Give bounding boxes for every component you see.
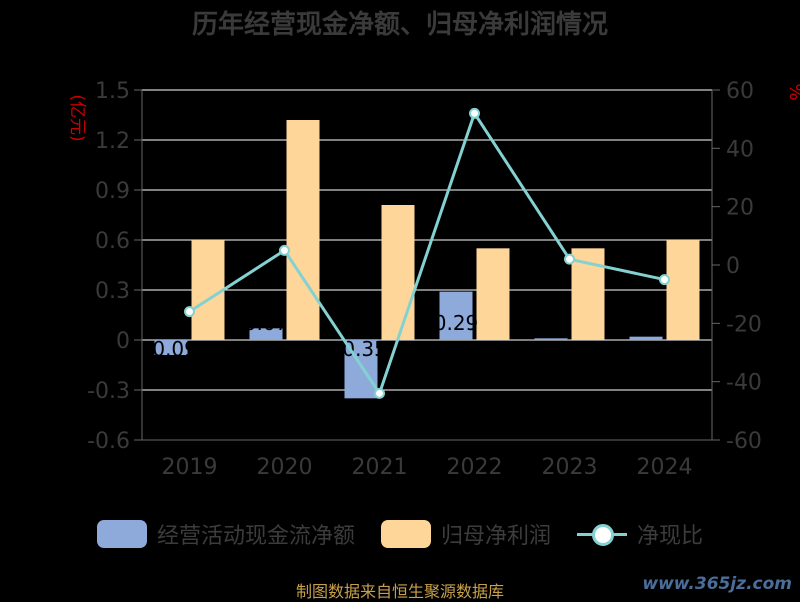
bar-label-ocf-2023: 0.01: [529, 311, 574, 335]
bar-ocf-2023: [534, 338, 568, 340]
right-tick-label: 0: [726, 254, 740, 279]
x-tick-label: 2024: [637, 455, 693, 480]
ratio-point-2020: [279, 244, 290, 256]
right-axis-unit: %: [785, 83, 800, 100]
ratio-polyline: [188, 109, 665, 397]
ratio-point-2021: [374, 387, 385, 399]
legend-swatch-profit: [380, 520, 431, 548]
right-tick-label: 40: [726, 137, 754, 162]
right-tick-label: 20: [726, 196, 754, 221]
x-tick-label: 2020: [257, 455, 313, 480]
left-tick-label: 0.9: [95, 179, 130, 204]
legend: 经营活动现金流净额 归母净利润 净现比: [0, 518, 800, 550]
bar-ocf-2024: [629, 336, 663, 340]
ratio-point-2024: [659, 274, 670, 286]
bar-ocf-2019: [154, 340, 188, 355]
ratio-point-2019: [184, 306, 195, 318]
ratio-point-2022: [469, 107, 480, 119]
axes: 1.5 1.2 0.9 0.6 0.3 0 -0.3 -0.6 60 40 20 0 -20 -40 -60…: [87, 79, 762, 480]
legend-swatch-ratio: [577, 520, 627, 548]
bar-profit-2020: [286, 120, 320, 340]
left-tick-label: 0.3: [95, 279, 130, 304]
ratio-line: [184, 107, 670, 399]
grid-lines: [142, 89, 712, 441]
bar-profit-2019: [191, 240, 225, 340]
bar-value-labels: -0.090.07-0.350.29 0.01 0.02: [145, 311, 668, 361]
legend-item-profit[interactable]: 归母净利润: [380, 518, 551, 550]
bar-ocf-2022: [439, 291, 473, 340]
legend-label-ocf: 经营活动现金流净额: [156, 524, 355, 549]
left-tick-label: -0.3: [87, 379, 130, 404]
bar-profit-2021: [381, 205, 415, 340]
ratio-point-2023: [564, 253, 575, 265]
left-tick-label: 0: [116, 329, 130, 354]
x-tick-label: 2023: [542, 455, 598, 480]
left-tick-label: 0.6: [95, 229, 130, 254]
right-tick-label: -60: [726, 429, 762, 454]
bar-label-ocf-2019: -0.09: [145, 337, 197, 361]
legend-label-ratio: 净现比: [637, 524, 704, 549]
x-tick-label: 2021: [352, 455, 408, 480]
bar-label-ocf-2022: 0.29: [434, 311, 479, 335]
data-source-note: 制图数据来自恒生聚源数据库: [295, 582, 504, 601]
legend-item-ratio[interactable]: 净现比: [577, 518, 703, 550]
bar-label-ocf-2024: 0.02: [624, 311, 669, 335]
left-tick-label: 1.5: [95, 79, 130, 104]
bars: [154, 120, 700, 399]
watermark: www.365jz.com: [642, 574, 792, 594]
bar-label-ocf-2020: 0.07: [244, 311, 289, 335]
chart-title: 历年经营现金净额、归母净利润情况: [191, 10, 608, 40]
right-tick-label: -40: [726, 371, 762, 396]
left-axis-unit: (亿元): [67, 94, 87, 141]
right-tick-label: -20: [726, 312, 762, 337]
left-tick-label: -0.6: [87, 429, 130, 454]
bar-profit-2024: [666, 240, 700, 340]
legend-item-ocf[interactable]: 经营活动现金流净额: [96, 518, 355, 550]
legend-label-profit: 归母净利润: [440, 524, 551, 549]
legend-swatch-ocf: [96, 520, 147, 548]
left-tick-label: 1.2: [95, 129, 130, 154]
right-tick-label: 60: [726, 79, 754, 104]
x-tick-label: 2019: [162, 455, 218, 480]
bar-ocf-2020: [249, 328, 283, 340]
bar-profit-2022: [476, 248, 510, 340]
x-tick-label: 2022: [447, 455, 503, 480]
